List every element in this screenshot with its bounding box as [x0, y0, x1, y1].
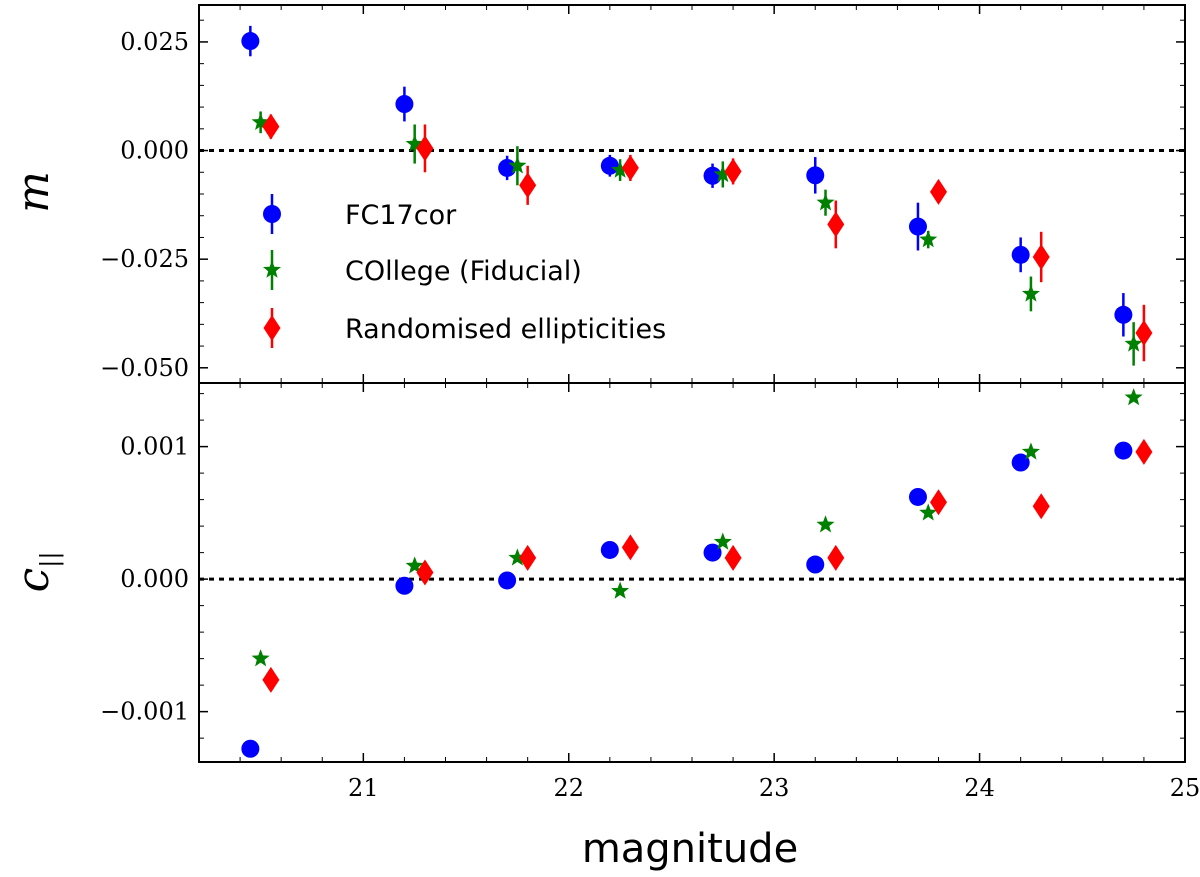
series-fc17cor	[241, 25, 1133, 337]
x-tick-label: 23	[759, 774, 790, 802]
data-point	[713, 532, 732, 550]
data-point	[908, 217, 927, 236]
top-panel: m 0.025 0.000 −0.025 −0.050 FC17cor COllege (…	[8, 4, 1186, 384]
y-tick-label: 0.001	[120, 433, 189, 461]
data-point	[508, 548, 527, 566]
data-point	[262, 113, 280, 140]
series-fc17cor	[241, 441, 1133, 758]
data-point	[416, 559, 434, 586]
data-point	[1124, 334, 1143, 352]
data-point	[703, 543, 722, 562]
data-point	[930, 489, 947, 516]
data-point	[713, 164, 732, 183]
data-point	[908, 487, 927, 506]
data-point	[508, 156, 527, 174]
data-point	[1135, 438, 1153, 465]
data-point	[262, 666, 280, 693]
data-point	[241, 739, 260, 758]
bottom-y-axis-label-subscript: ||	[36, 552, 65, 568]
data-point	[621, 534, 639, 561]
legend-label: FC17cor	[345, 200, 457, 231]
data-point	[827, 211, 845, 238]
data-point	[611, 160, 630, 178]
data-point	[919, 503, 938, 521]
y-tick-label: 0.000	[120, 565, 189, 593]
data-point	[519, 544, 537, 571]
plot-frame	[198, 382, 1186, 763]
data-point	[806, 555, 825, 574]
data-point	[930, 178, 947, 205]
data-point	[827, 544, 845, 571]
data-point	[806, 166, 825, 185]
data-point	[519, 172, 537, 199]
data-point	[395, 95, 414, 114]
x-tick-label: 21	[348, 774, 379, 802]
data-point	[703, 166, 722, 185]
data-point	[241, 32, 260, 51]
bottom-y-axis-label-main: c	[8, 568, 59, 593]
data-point	[600, 156, 619, 175]
x-tick-label: 24	[964, 774, 995, 802]
data-point	[1021, 284, 1040, 302]
data-point	[251, 649, 270, 667]
data-point	[816, 515, 835, 533]
bottom-panel: c|| magnitude 0.001 0.000 −0.001 21 22 23 24 25	[8, 382, 1200, 872]
y-tick-label: −0.025	[100, 245, 189, 273]
x-axis-label: magnitude	[582, 826, 798, 872]
data-point	[395, 576, 414, 595]
data-point	[621, 154, 639, 181]
data-point	[498, 571, 517, 590]
legend-marker-star	[262, 260, 282, 278]
series-randomised-ellipticities	[262, 113, 1153, 362]
data-point	[416, 135, 434, 162]
bottom-y-axis-label: c||	[8, 552, 65, 593]
data-point	[600, 540, 619, 559]
data-point	[405, 556, 424, 574]
data-point	[1011, 453, 1030, 472]
y-tick-label: 0.000	[120, 137, 189, 165]
data-point	[1032, 493, 1050, 520]
series-college-fiducial-	[251, 111, 1143, 366]
y-tick-label: 0.025	[120, 28, 189, 56]
data-point	[816, 193, 835, 211]
data-point	[1135, 320, 1153, 347]
series-college-fiducial-	[251, 388, 1143, 667]
data-point	[919, 230, 938, 248]
legend-label: COllege (Fiducial)	[345, 256, 582, 287]
y-tick-label: −0.001	[100, 698, 189, 726]
data-point	[405, 134, 424, 152]
data-point	[1114, 305, 1133, 324]
data-point	[1124, 388, 1143, 406]
data-point	[724, 544, 742, 571]
legend-marker-circle	[263, 205, 281, 223]
x-tick-label: 25	[1170, 774, 1200, 802]
legend-label: Randomised ellipticities	[345, 314, 666, 345]
data-point	[1032, 244, 1050, 270]
legend-marker-diamond	[263, 315, 281, 341]
y-tick-label: −0.050	[100, 354, 189, 382]
data-point	[251, 112, 270, 130]
data-point	[611, 581, 630, 599]
top-y-axis-label: m	[8, 171, 59, 213]
data-point	[1114, 441, 1133, 460]
data-point	[1021, 442, 1040, 460]
data-point	[1011, 245, 1030, 264]
series-randomised-ellipticities	[262, 438, 1153, 693]
legend: FC17cor COllege (Fiducial) Randomised elli…	[262, 194, 666, 348]
data-point	[724, 158, 742, 185]
x-tick-label: 22	[553, 774, 584, 802]
